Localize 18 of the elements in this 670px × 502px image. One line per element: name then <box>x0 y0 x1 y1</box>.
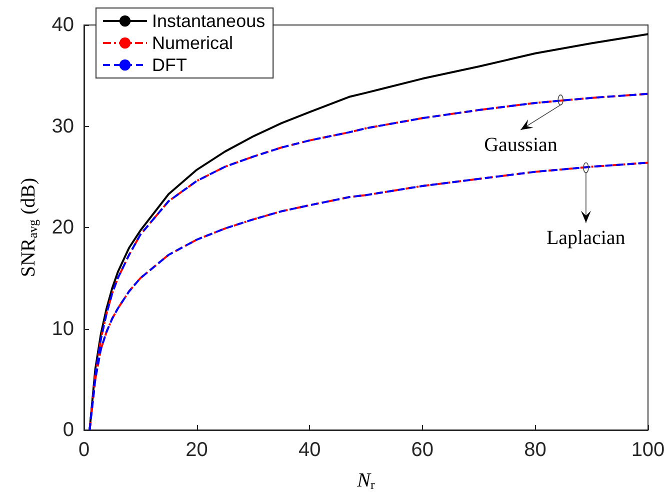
x-tick-label: 80 <box>524 439 546 461</box>
y-tick-label: 0 <box>62 419 74 441</box>
y-tick-label: 40 <box>52 14 74 36</box>
annotation: Laplacian <box>546 226 626 250</box>
x-axis-title: Nr <box>356 470 376 492</box>
y-tick-label: 30 <box>52 115 74 138</box>
y-tick-label: 20 <box>52 216 74 238</box>
legend-label: DFT <box>152 55 187 75</box>
x-tick-label: 100 <box>631 439 665 461</box>
x-tick-label: 40 <box>298 439 321 461</box>
legend-label: Numerical <box>152 33 234 53</box>
x-tick-label: 20 <box>186 439 208 461</box>
x-tick-label: 60 <box>411 439 434 461</box>
y-axis-title: SNRavg (dB) <box>18 178 40 278</box>
y-tick-label: 10 <box>52 318 74 340</box>
annotation: Gaussian <box>484 134 558 157</box>
legend-label: Instantaneous <box>152 11 266 31</box>
x-tick-label: 0 <box>78 439 90 461</box>
